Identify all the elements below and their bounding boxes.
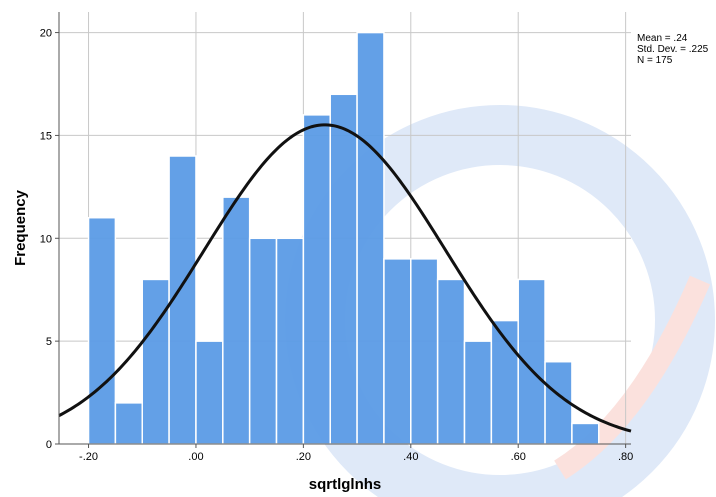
histogram-bar — [248, 237, 278, 444]
stats-mean: Mean = .24 — [637, 33, 688, 44]
stats-n: N = 175 — [637, 55, 673, 66]
x-tick-label: .20 — [296, 451, 311, 463]
histogram-bar — [275, 237, 305, 444]
watermark-swoosh — [554, 275, 711, 480]
histogram-bar — [436, 278, 466, 444]
histogram-bar — [222, 196, 251, 444]
histogram-bar — [410, 258, 439, 444]
normal-curve-layer — [58, 123, 632, 433]
x-tick-label: .00 — [188, 451, 203, 463]
stats-std-dev: Std. Dev. = .225 — [637, 44, 709, 55]
y-tick-label: 10 — [40, 233, 52, 245]
x-tick-label: .80 — [618, 451, 633, 463]
y-axis-title: Frequency — [12, 189, 29, 266]
histogram-bar — [383, 258, 412, 444]
histogram-bar — [463, 340, 493, 444]
y-tick-label: 15 — [40, 130, 52, 142]
histogram-bars — [87, 31, 600, 444]
histogram-bar — [571, 422, 600, 444]
x-tick-labels: -.20 .00 .20 .40 .60 .80 — [79, 444, 633, 463]
y-tick-labels: 0 5 10 15 20 — [40, 28, 59, 451]
histogram-bar — [141, 278, 170, 444]
histogram-bar — [329, 93, 358, 444]
stats-box: Mean = .24 Std. Dev. = .225 N = 175 — [637, 33, 709, 66]
y-tick-label: 0 — [46, 439, 52, 451]
axes — [58, 12, 631, 445]
x-tick-label: -.20 — [79, 451, 98, 463]
histogram-bar — [356, 31, 385, 444]
y-tick-label: 20 — [40, 28, 52, 40]
histogram-bar — [195, 340, 224, 444]
histogram-bar — [490, 319, 519, 444]
histogram-bar — [302, 114, 331, 444]
y-tick-label: 5 — [46, 336, 52, 348]
histogram-bar — [114, 402, 143, 444]
x-tick-label: .60 — [511, 451, 526, 463]
x-axis-title: sqrtlglnhs — [309, 476, 382, 493]
x-tick-label: .40 — [403, 451, 418, 463]
normal-curve — [58, 123, 632, 433]
histogram-bar — [87, 216, 117, 444]
